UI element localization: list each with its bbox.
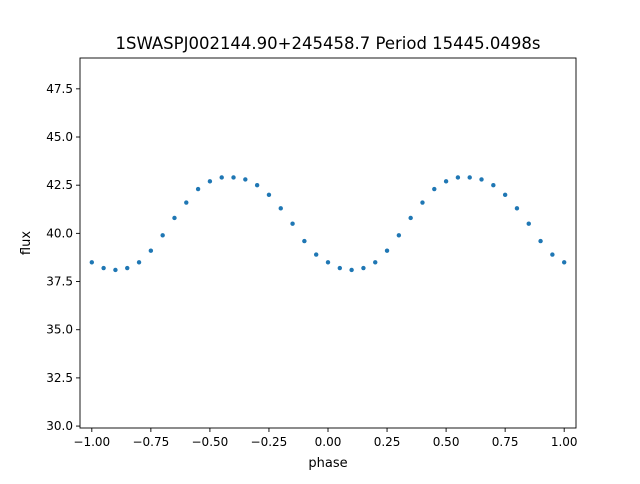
data-point bbox=[514, 206, 520, 211]
data-point bbox=[278, 206, 283, 211]
x-tick-label: 0.25 bbox=[374, 435, 401, 449]
x-tick-label: −0.75 bbox=[132, 435, 169, 449]
y-tick-label: 40.0 bbox=[46, 226, 73, 240]
data-point bbox=[408, 215, 413, 221]
data-point bbox=[207, 179, 213, 184]
data-point bbox=[325, 260, 331, 265]
data-point bbox=[349, 267, 354, 273]
y-axis-label: flux bbox=[19, 231, 34, 255]
data-point bbox=[125, 265, 130, 271]
x-tick-label: 0.50 bbox=[433, 435, 460, 449]
y-tick-label: 47.5 bbox=[46, 82, 73, 96]
data-point bbox=[561, 260, 567, 265]
data-point bbox=[361, 265, 366, 271]
data-point bbox=[502, 192, 508, 198]
data-point bbox=[526, 221, 531, 226]
x-tick-label: −1.00 bbox=[73, 435, 110, 449]
data-point bbox=[432, 186, 437, 192]
y-tick-label: 45.0 bbox=[46, 130, 73, 144]
data-point bbox=[443, 179, 449, 184]
y-tick-label: 32.5 bbox=[46, 371, 73, 385]
x-axis-label: phase bbox=[308, 456, 347, 471]
data-point bbox=[467, 175, 472, 180]
data-point bbox=[148, 248, 154, 253]
data-point bbox=[337, 265, 343, 271]
y-tick-label: 30.0 bbox=[46, 419, 73, 433]
data-point bbox=[373, 260, 378, 265]
x-tick-label: 0.00 bbox=[315, 435, 342, 449]
data-point bbox=[538, 238, 543, 244]
data-point bbox=[479, 177, 484, 182]
data-point bbox=[101, 265, 106, 271]
data-point bbox=[160, 233, 165, 238]
data-point bbox=[231, 175, 236, 180]
x-axis-ticks: −1.00 −0.75 −0.50 −0.25 0.00 0.25 0.50 0.75 1.00 bbox=[73, 428, 578, 449]
data-point bbox=[89, 260, 95, 265]
y-axis-ticks: 30.0 32.5 35.0 37.5 40.0 42.5 45.0 47.5 bbox=[46, 82, 80, 433]
chart-title: 1SWASPJ002144.90+245458.7 Period 15445.0… bbox=[115, 34, 540, 53]
y-tick-label: 35.0 bbox=[46, 323, 73, 337]
data-point bbox=[550, 252, 555, 257]
data-point bbox=[384, 248, 390, 253]
data-point bbox=[254, 182, 260, 188]
data-point bbox=[313, 252, 319, 257]
data-point bbox=[266, 192, 272, 198]
y-tick-label: 37.5 bbox=[46, 275, 73, 289]
data-point bbox=[172, 215, 177, 221]
data-point bbox=[243, 177, 248, 182]
data-point bbox=[455, 175, 461, 180]
data-point bbox=[136, 260, 142, 265]
x-tick-label: 0.75 bbox=[492, 435, 519, 449]
data-point bbox=[184, 200, 189, 205]
data-point bbox=[195, 186, 201, 192]
data-point bbox=[396, 233, 402, 238]
x-tick-label: −0.25 bbox=[251, 435, 288, 449]
data-point bbox=[290, 221, 295, 226]
x-tick-label: 1.00 bbox=[551, 435, 578, 449]
data-point bbox=[420, 200, 425, 205]
data-point bbox=[113, 267, 118, 273]
scatter-points bbox=[89, 175, 567, 273]
data-point bbox=[491, 182, 496, 188]
x-tick-label: −0.50 bbox=[192, 435, 229, 449]
y-tick-label: 42.5 bbox=[46, 178, 73, 192]
data-point bbox=[219, 175, 224, 180]
data-point bbox=[302, 238, 307, 244]
